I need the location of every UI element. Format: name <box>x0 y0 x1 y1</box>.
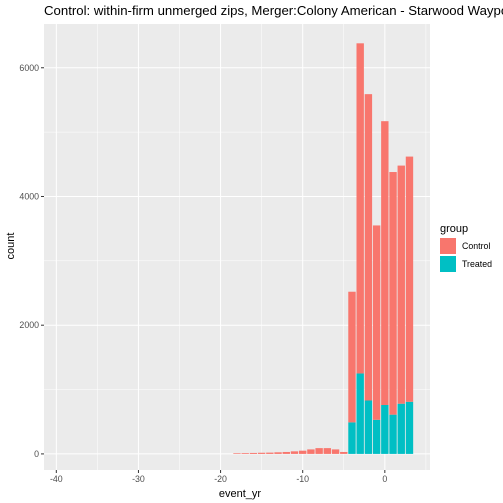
bar-control <box>257 452 266 454</box>
x-tick-label: -20 <box>214 474 227 484</box>
bar-control <box>299 450 307 454</box>
y-tick-label: 4000 <box>19 191 39 201</box>
legend-key-control <box>440 238 456 254</box>
bar-control <box>356 43 364 374</box>
bar-control <box>241 453 249 454</box>
bar-control <box>290 451 299 454</box>
bar-treated <box>364 400 373 454</box>
bar-control <box>364 94 373 401</box>
legend: group Control Treated <box>440 223 492 272</box>
bar-treated <box>372 419 381 454</box>
x-tick-label: -30 <box>132 474 145 484</box>
bar-control <box>381 121 389 405</box>
bar-treated <box>405 401 414 454</box>
bar-control <box>315 448 323 454</box>
bar-control <box>323 448 332 454</box>
bar-control <box>397 165 405 404</box>
x-tick-label: -10 <box>296 474 309 484</box>
bar-treated <box>381 404 389 454</box>
bar-treated <box>389 414 397 454</box>
y-tick-label: 0 <box>34 449 39 459</box>
legend-label-treated: Treated <box>462 259 492 269</box>
bar-control <box>274 452 282 454</box>
bar-control <box>405 156 414 402</box>
y-tick-label: 2000 <box>19 320 39 330</box>
bar-treated <box>348 422 356 454</box>
bar-control <box>348 291 356 423</box>
x-tick-label: 0 <box>382 474 387 484</box>
chart-title: Control: within-firm unmerged zips, Merg… <box>44 3 503 18</box>
bars <box>233 43 414 454</box>
legend-title: group <box>440 223 468 235</box>
plot-panel <box>44 24 430 470</box>
bar-control <box>340 451 348 454</box>
x-tick-label: -40 <box>50 474 63 484</box>
y-tick-label: 6000 <box>19 63 39 73</box>
bar-control <box>307 449 315 454</box>
bar-control <box>282 451 290 454</box>
y-axis-title: count <box>5 233 17 260</box>
bar-control <box>249 452 258 454</box>
bar-control <box>233 453 241 454</box>
bar-treated <box>397 403 405 454</box>
legend-key-treated <box>440 256 456 272</box>
axis-ticks: -40 -30 -20 -10 0 0 2000 4000 6000 <box>19 63 387 484</box>
bar-treated <box>356 373 364 454</box>
x-axis-title: event_yr <box>219 488 262 500</box>
bar-control <box>266 452 274 454</box>
legend-label-control: Control <box>462 241 490 251</box>
bar-control <box>372 225 381 420</box>
bar-control <box>389 172 397 415</box>
bar-control <box>331 449 340 454</box>
